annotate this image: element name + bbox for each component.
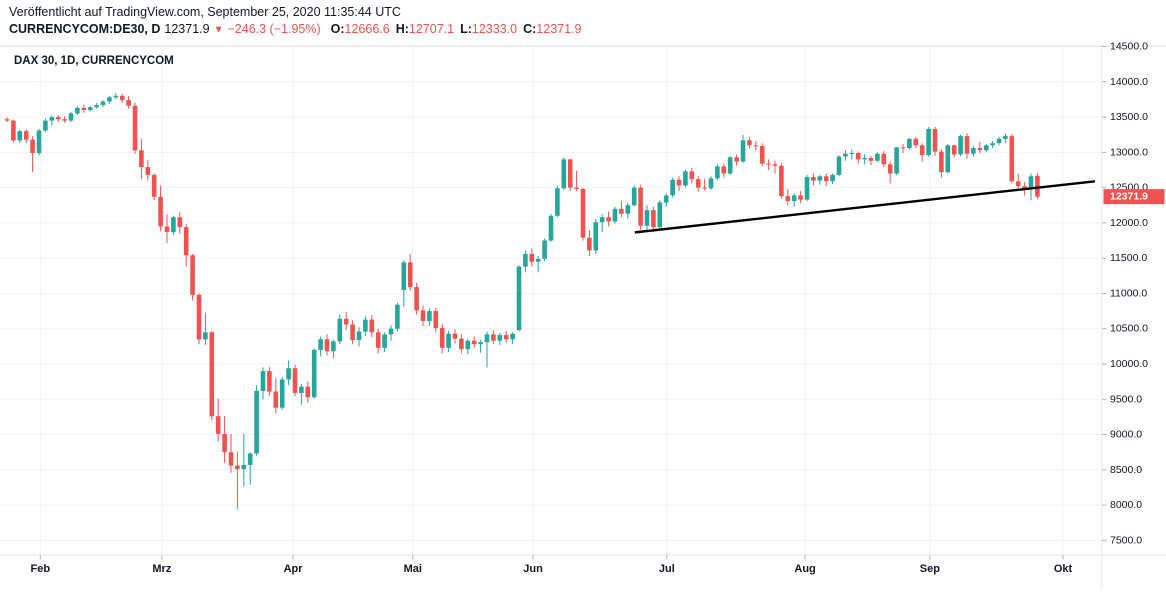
svg-text:9000.0: 9000.0 bbox=[1110, 429, 1142, 441]
svg-text:Feb: Feb bbox=[30, 563, 50, 575]
down-arrow-icon: ▼ bbox=[213, 24, 224, 35]
symbol-name: CURRENCYCOM:DE30, D bbox=[9, 22, 161, 36]
high-value: 12707.1 bbox=[408, 22, 455, 36]
candles-layer bbox=[4, 93, 1040, 510]
svg-text:13000.0: 13000.0 bbox=[1110, 146, 1148, 158]
last-price-axis-label-text: 12371.9 bbox=[1110, 191, 1148, 203]
time-axis[interactable]: Feb Mrz Apr Mai Jun Jul Aug Sep Okt bbox=[30, 555, 1073, 575]
ohlc-values: O:12666.6 H:12707.1 L:12333.0 C:12371.9 bbox=[327, 22, 582, 36]
svg-text:Okt: Okt bbox=[1054, 563, 1073, 575]
svg-text:7500.0: 7500.0 bbox=[1110, 534, 1142, 546]
published-line: Veröffentlicht auf TradingView.com, Sept… bbox=[9, 5, 401, 19]
svg-text:8500.0: 8500.0 bbox=[1110, 464, 1142, 476]
high-label: H: bbox=[395, 22, 409, 36]
svg-text:Sep: Sep bbox=[920, 563, 940, 575]
svg-text:8000.0: 8000.0 bbox=[1110, 499, 1142, 511]
svg-text:Apr: Apr bbox=[284, 563, 304, 575]
svg-text:11000.0: 11000.0 bbox=[1110, 287, 1147, 299]
svg-text:Aug: Aug bbox=[794, 563, 815, 575]
price-axis[interactable]: 14500.014000.013500.013000.012500.012000… bbox=[1102, 40, 1148, 546]
symbol-status-line: CURRENCYCOM:DE30, D 12371.9 ▼ −246.3 (−1… bbox=[9, 22, 581, 36]
svg-text:14000.0: 14000.0 bbox=[1110, 76, 1148, 88]
svg-text:14500.0: 14500.0 bbox=[1110, 40, 1148, 52]
svg-text:10000.0: 10000.0 bbox=[1110, 358, 1148, 370]
svg-text:Mai: Mai bbox=[404, 563, 422, 575]
trendline[interactable] bbox=[634, 180, 1096, 234]
open-value: 12666.6 bbox=[344, 22, 390, 36]
svg-text:10500.0: 10500.0 bbox=[1110, 323, 1148, 335]
change-value: −246.3 (−1.95%) bbox=[227, 22, 321, 36]
low-value: 12333.0 bbox=[471, 22, 518, 36]
svg-text:9500.0: 9500.0 bbox=[1110, 393, 1142, 405]
last-price: 12371.9 bbox=[164, 22, 210, 36]
close-value: 12371.9 bbox=[536, 22, 582, 36]
svg-text:Mrz: Mrz bbox=[152, 563, 171, 575]
open-label: O: bbox=[330, 22, 345, 36]
header: Veröffentlicht auf TradingView.com, Sept… bbox=[9, 5, 581, 36]
svg-text:12000.0: 12000.0 bbox=[1110, 217, 1148, 229]
svg-text:11500.0: 11500.0 bbox=[1110, 252, 1147, 264]
last-price-axis-label bbox=[1103, 189, 1165, 205]
svg-text:13500.0: 13500.0 bbox=[1110, 111, 1148, 123]
low-label: L: bbox=[460, 22, 472, 36]
chart-legend-watermark: DAX 30, 1D, CURRENCYCOM bbox=[14, 55, 174, 67]
svg-text:Jun: Jun bbox=[523, 563, 543, 575]
close-label: C: bbox=[523, 22, 537, 36]
svg-text:Jul: Jul bbox=[659, 563, 675, 575]
